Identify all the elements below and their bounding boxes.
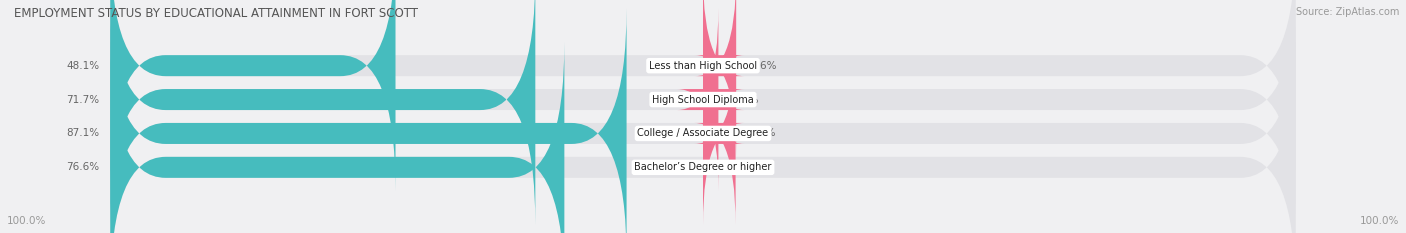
FancyBboxPatch shape: [111, 0, 1295, 225]
Text: 100.0%: 100.0%: [1360, 216, 1399, 226]
Text: 76.6%: 76.6%: [66, 162, 100, 172]
Text: Bachelor’s Degree or higher: Bachelor’s Degree or higher: [634, 162, 772, 172]
Text: 71.7%: 71.7%: [66, 95, 100, 105]
Text: High School Diploma: High School Diploma: [652, 95, 754, 105]
FancyBboxPatch shape: [111, 42, 1295, 233]
FancyBboxPatch shape: [111, 8, 627, 233]
Text: Source: ZipAtlas.com: Source: ZipAtlas.com: [1295, 7, 1399, 17]
FancyBboxPatch shape: [111, 0, 536, 225]
Text: 87.1%: 87.1%: [66, 128, 100, 138]
FancyBboxPatch shape: [111, 0, 395, 191]
Text: 48.1%: 48.1%: [66, 61, 100, 71]
Text: EMPLOYMENT STATUS BY EDUCATIONAL ATTAINMENT IN FORT SCOTT: EMPLOYMENT STATUS BY EDUCATIONAL ATTAINM…: [14, 7, 418, 20]
Text: Less than High School: Less than High School: [650, 61, 756, 71]
Text: 0.0%: 0.0%: [717, 162, 742, 172]
Text: 100.0%: 100.0%: [7, 216, 46, 226]
Text: 5.5%: 5.5%: [749, 128, 776, 138]
FancyBboxPatch shape: [695, 0, 744, 157]
FancyBboxPatch shape: [111, 42, 564, 233]
FancyBboxPatch shape: [695, 42, 744, 225]
FancyBboxPatch shape: [111, 0, 1295, 191]
Text: College / Associate Degree: College / Associate Degree: [637, 128, 769, 138]
FancyBboxPatch shape: [111, 8, 1295, 233]
Text: 5.6%: 5.6%: [749, 61, 776, 71]
FancyBboxPatch shape: [678, 8, 744, 191]
Text: 2.6%: 2.6%: [733, 95, 759, 105]
